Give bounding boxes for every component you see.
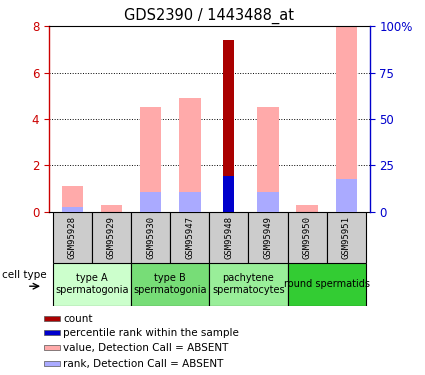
- Bar: [249, 212, 288, 262]
- Bar: [131, 212, 170, 262]
- Bar: [53, 212, 92, 262]
- Bar: [140, 192, 162, 212]
- Bar: [44, 362, 60, 366]
- Bar: [44, 316, 60, 321]
- Text: GSM95930: GSM95930: [146, 216, 155, 259]
- Bar: [327, 212, 366, 262]
- Bar: [62, 186, 83, 212]
- Title: GDS2390 / 1443488_at: GDS2390 / 1443488_at: [124, 7, 294, 24]
- Bar: [209, 212, 249, 262]
- Text: GSM95947: GSM95947: [185, 216, 194, 259]
- Bar: [92, 212, 131, 262]
- Bar: [101, 205, 122, 212]
- Bar: [288, 212, 327, 262]
- Bar: [335, 179, 357, 212]
- Text: percentile rank within the sample: percentile rank within the sample: [63, 328, 239, 338]
- Text: GSM95951: GSM95951: [342, 216, 351, 259]
- Bar: [257, 192, 279, 212]
- Bar: [296, 205, 318, 212]
- Text: type A
spermatogonia: type A spermatogonia: [55, 273, 129, 295]
- Text: count: count: [63, 314, 93, 324]
- Bar: [224, 40, 234, 212]
- Bar: [170, 212, 209, 262]
- Bar: [131, 262, 209, 306]
- Text: cell type: cell type: [3, 270, 47, 280]
- Bar: [288, 262, 366, 306]
- Bar: [335, 26, 357, 212]
- Bar: [53, 262, 131, 306]
- Text: GSM95929: GSM95929: [107, 216, 116, 259]
- Text: pachytene
spermatocytes: pachytene spermatocytes: [212, 273, 285, 295]
- Text: value, Detection Call = ABSENT: value, Detection Call = ABSENT: [63, 343, 228, 353]
- Bar: [44, 330, 60, 335]
- Bar: [44, 345, 60, 350]
- Bar: [140, 108, 162, 212]
- Bar: [209, 262, 288, 306]
- Text: GSM95950: GSM95950: [303, 216, 312, 259]
- Text: type B
spermatogonia: type B spermatogonia: [133, 273, 207, 295]
- Bar: [179, 192, 201, 212]
- Text: GSM95948: GSM95948: [224, 216, 233, 259]
- Bar: [62, 207, 83, 212]
- Text: GSM95928: GSM95928: [68, 216, 77, 259]
- Bar: [257, 108, 279, 212]
- Bar: [179, 98, 201, 212]
- Text: rank, Detection Call = ABSENT: rank, Detection Call = ABSENT: [63, 359, 223, 369]
- Text: round spermatids: round spermatids: [284, 279, 370, 289]
- Text: GSM95949: GSM95949: [264, 216, 272, 259]
- Bar: [224, 176, 234, 212]
